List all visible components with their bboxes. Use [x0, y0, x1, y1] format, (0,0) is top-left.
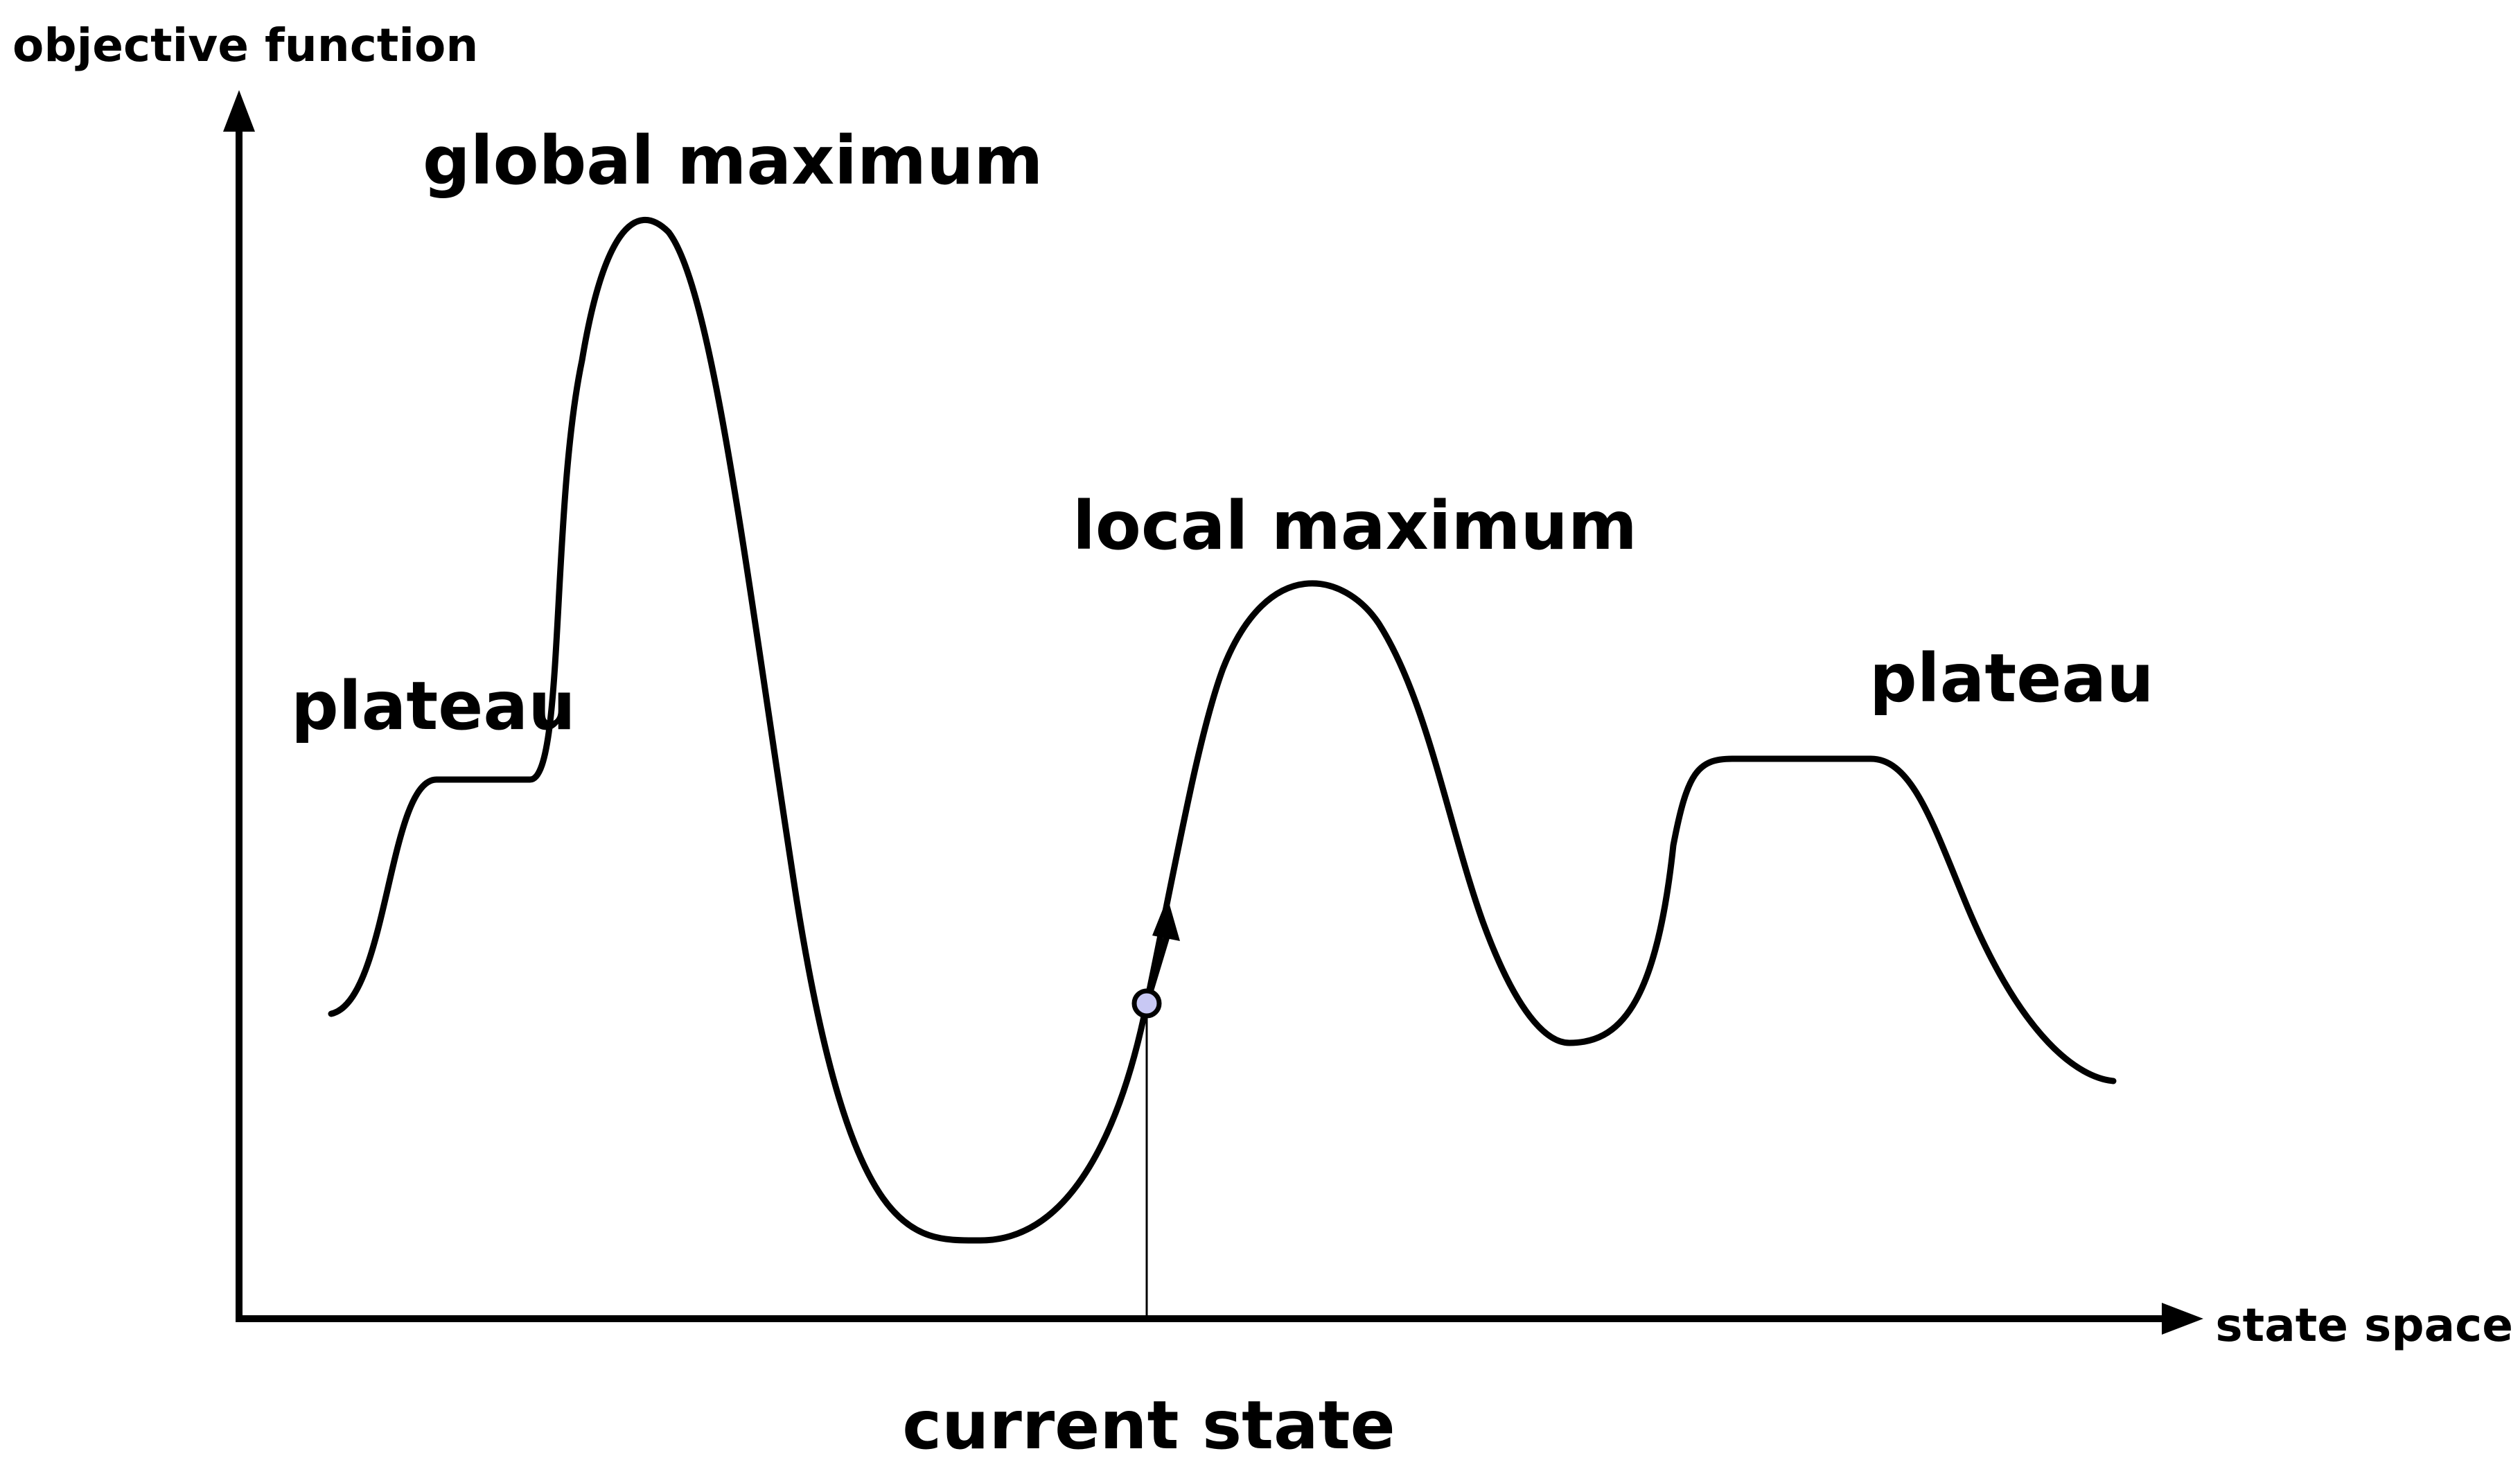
objective-curve [328, 217, 2117, 1244]
current-state-label: current state [902, 1387, 1395, 1464]
current-state-point-icon [1131, 988, 1162, 1019]
current-state-marker [1131, 897, 1180, 1319]
y-axis-arrowhead-icon [223, 90, 255, 132]
global-maximum-label: global maximum [423, 122, 1043, 200]
y-axis-label: objective function [12, 19, 478, 72]
axes [223, 90, 2203, 1335]
uphill-direction-arrow-icon [1152, 897, 1180, 941]
local-maximum-label: local maximum [1073, 487, 1637, 565]
plateau-right-label: plateau [1869, 640, 2154, 717]
x-axis-label: state space [2215, 1299, 2513, 1352]
x-axis-arrowhead-icon [2162, 1303, 2203, 1335]
plateau-left-label: plateau [291, 667, 576, 745]
